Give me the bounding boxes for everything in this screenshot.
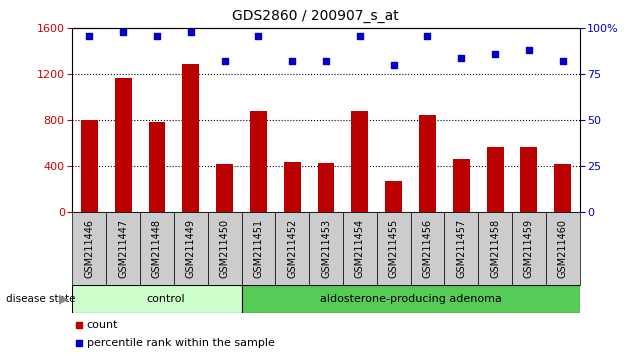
Bar bbox=[106, 212, 140, 285]
Bar bbox=[250, 111, 267, 212]
Point bbox=[423, 33, 433, 39]
Bar bbox=[241, 285, 580, 313]
Bar bbox=[377, 212, 411, 285]
Text: aldosterone-producing adenoma: aldosterone-producing adenoma bbox=[319, 294, 501, 304]
Text: GSM211452: GSM211452 bbox=[287, 219, 297, 278]
Point bbox=[287, 59, 297, 64]
Point bbox=[490, 51, 500, 57]
Bar bbox=[352, 111, 369, 212]
Point bbox=[152, 33, 162, 39]
Bar bbox=[486, 147, 503, 212]
Point bbox=[321, 59, 331, 64]
Text: GSM211458: GSM211458 bbox=[490, 219, 500, 278]
Text: GDS2860 / 200907_s_at: GDS2860 / 200907_s_at bbox=[232, 9, 398, 23]
Bar bbox=[411, 212, 444, 285]
Bar bbox=[444, 212, 478, 285]
Point bbox=[186, 29, 196, 35]
Bar bbox=[318, 163, 335, 212]
Bar bbox=[453, 160, 470, 212]
Text: GSM211459: GSM211459 bbox=[524, 219, 534, 278]
Point bbox=[253, 33, 263, 39]
Bar bbox=[309, 212, 343, 285]
Text: disease state: disease state bbox=[6, 294, 76, 304]
Text: GSM211447: GSM211447 bbox=[118, 219, 128, 278]
Text: GSM211450: GSM211450 bbox=[220, 219, 229, 278]
Point bbox=[558, 59, 568, 64]
Bar bbox=[512, 212, 546, 285]
Text: GSM211451: GSM211451 bbox=[253, 219, 263, 278]
Bar bbox=[478, 212, 512, 285]
Bar bbox=[140, 212, 174, 285]
Bar bbox=[419, 115, 436, 212]
Point bbox=[220, 59, 230, 64]
Bar bbox=[520, 147, 537, 212]
Text: control: control bbox=[146, 294, 185, 304]
Bar bbox=[182, 64, 199, 212]
Bar bbox=[284, 162, 301, 212]
Point bbox=[355, 33, 365, 39]
Text: GSM211453: GSM211453 bbox=[321, 219, 331, 278]
Bar bbox=[385, 181, 402, 212]
Bar bbox=[72, 212, 106, 285]
Bar bbox=[343, 212, 377, 285]
Bar bbox=[115, 78, 132, 212]
Bar bbox=[208, 212, 241, 285]
Bar bbox=[216, 164, 233, 212]
Bar bbox=[554, 164, 571, 212]
Bar bbox=[149, 121, 166, 212]
Bar bbox=[174, 212, 208, 285]
Text: GSM211455: GSM211455 bbox=[389, 219, 399, 278]
Point bbox=[118, 29, 129, 35]
Bar bbox=[241, 212, 275, 285]
Point bbox=[524, 47, 534, 53]
Point bbox=[456, 55, 466, 61]
Bar bbox=[81, 120, 98, 212]
Point bbox=[376, 227, 386, 233]
Bar bbox=[275, 212, 309, 285]
Text: percentile rank within the sample: percentile rank within the sample bbox=[87, 338, 275, 348]
Text: GSM211457: GSM211457 bbox=[456, 219, 466, 278]
Text: GSM211446: GSM211446 bbox=[84, 219, 94, 278]
Bar bbox=[546, 212, 580, 285]
Point bbox=[84, 33, 94, 39]
Bar bbox=[72, 285, 241, 313]
Text: count: count bbox=[87, 320, 118, 330]
Text: GSM211456: GSM211456 bbox=[423, 219, 432, 278]
Point bbox=[389, 62, 399, 68]
Text: GSM211460: GSM211460 bbox=[558, 219, 568, 278]
Point bbox=[376, 64, 386, 70]
Text: GSM211449: GSM211449 bbox=[186, 219, 196, 278]
Text: GSM211448: GSM211448 bbox=[152, 219, 162, 278]
Text: GSM211454: GSM211454 bbox=[355, 219, 365, 278]
Text: ▶: ▶ bbox=[59, 293, 69, 306]
